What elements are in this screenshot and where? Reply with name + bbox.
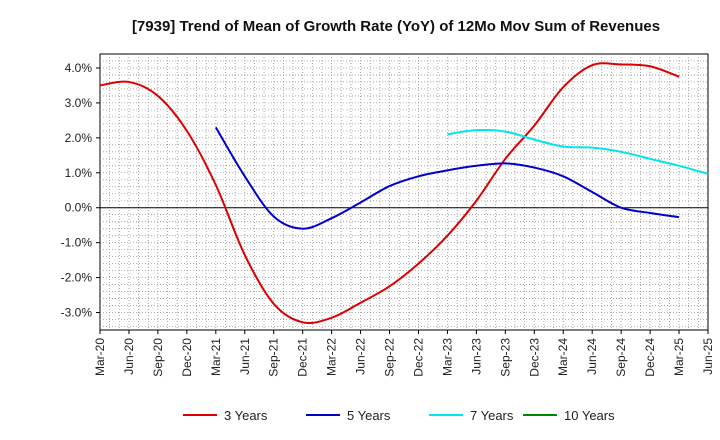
legend-label-5-years: 5 Years [347, 408, 391, 423]
x-tick-label: Sep-20 [151, 338, 165, 377]
x-tick-label: Sep-24 [614, 338, 628, 377]
plot-area [99, 53, 709, 331]
x-tick-label: Sep-21 [267, 338, 281, 377]
grid [100, 54, 708, 330]
x-tick-label: Jun-21 [238, 338, 252, 375]
x-tick-label: Mar-24 [556, 338, 570, 376]
x-tick-label: Mar-20 [93, 338, 107, 376]
x-tick-label: Sep-22 [383, 338, 397, 377]
x-tick-label: Jun-20 [122, 338, 136, 375]
x-tick-label: Mar-22 [325, 338, 339, 376]
x-tick-label: Sep-23 [498, 338, 512, 377]
x-tick-label: Dec-21 [296, 338, 310, 377]
legend-label-10-years: 10 Years [564, 408, 615, 423]
series-lines [99, 62, 709, 325]
x-tick-label: Jun-24 [585, 338, 599, 375]
y-tick-label: -3.0% [61, 306, 93, 320]
y-tick-label: 3.0% [65, 96, 93, 110]
x-tick-label: Dec-23 [527, 338, 541, 377]
y-tick-label: 1.0% [65, 166, 93, 180]
x-tick-label: Mar-21 [209, 338, 223, 376]
x-tick-label: Dec-24 [643, 338, 657, 377]
series-line-3-years [99, 62, 680, 325]
legend-label-3-years: 3 Years [224, 408, 268, 423]
x-tick-label: Jun-23 [469, 338, 483, 375]
y-tick-label: 0.0% [65, 201, 93, 215]
y-tick-label: -2.0% [61, 271, 93, 285]
x-tick-label: Dec-20 [180, 338, 194, 377]
series-line-7-years [447, 128, 709, 175]
chart-title: [7939] Trend of Mean of Growth Rate (YoY… [132, 18, 660, 35]
x-tick-label: Mar-23 [440, 338, 454, 376]
y-axis: 4.0% 3.0% 2.0% 1.0% 0.0% -1.0% -2.0% -3.0% [61, 61, 100, 320]
y-tick-label: 2.0% [65, 131, 93, 145]
x-tick-label: Jun-25 [701, 338, 715, 375]
y-tick-label: 4.0% [65, 61, 93, 75]
plot-frame [99, 53, 709, 331]
x-tick-label: Mar-25 [672, 338, 686, 376]
series-line-5-years [214, 126, 680, 230]
x-tick-label: Dec-22 [411, 338, 425, 377]
y-tick-label: -1.0% [61, 236, 93, 250]
x-axis: Mar-20 Jun-20 Sep-20 Dec-20 Mar-21 Jun-21 Sep-… [93, 330, 715, 377]
legend-label-7-years: 7 Years [470, 408, 514, 423]
legend: 3 Years 5 Years 7 Years 10 Years [183, 408, 615, 423]
x-tick-label: Jun-22 [354, 338, 368, 375]
